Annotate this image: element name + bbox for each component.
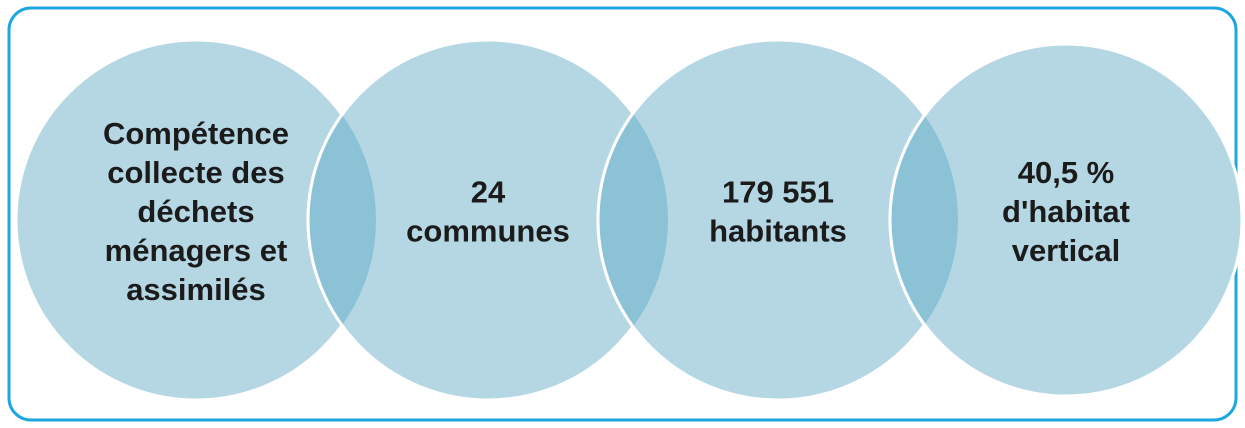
node-label: 24 [471,175,506,210]
node-label: vertical [1012,233,1121,268]
node-label: 40,5 % [1018,155,1115,190]
labels: Compétence collecte des déchets ménagers et… [103,116,1130,307]
node-label: habitants [709,214,847,249]
overlap [306,40,376,400]
node-label: d'habitat [1002,194,1130,229]
overlap [888,42,958,398]
node-label: ménagers et [105,233,288,268]
node-label: collecte des [107,155,284,190]
overlap [596,40,668,400]
node-label: assimilés [126,272,266,307]
node-label: 179 551 [722,175,834,210]
circles [14,38,1244,402]
node-label: communes [406,214,570,249]
node-label: Compétence [103,116,289,151]
node-label: déchets [137,194,254,229]
